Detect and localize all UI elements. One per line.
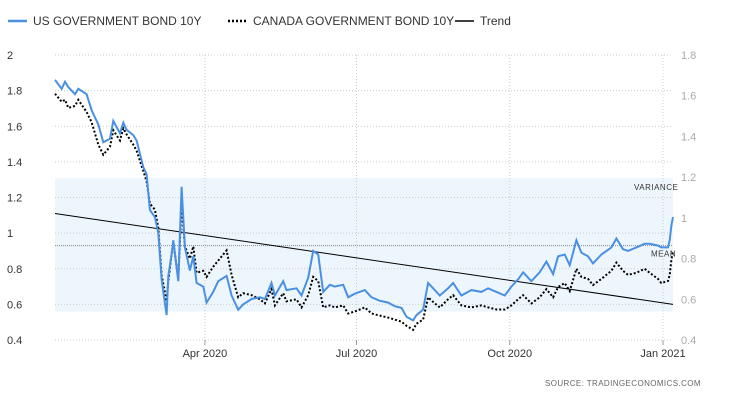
y-tick-label-right: 0.6 xyxy=(681,294,696,306)
legend-us-label: US GOVERNMENT BOND 10Y xyxy=(33,14,201,28)
canada-bond-series-line xyxy=(54,93,674,332)
x-tick-label: Apr 2020 xyxy=(183,348,228,360)
legend-trend-label: Trend xyxy=(480,14,511,28)
y-tick-label-right: 1.4 xyxy=(681,131,696,143)
y-tick-label-left: 0.8 xyxy=(7,264,22,276)
x-axis: Apr 2020 Jul 2020 Oct 2020 Jan 2021 xyxy=(183,340,686,360)
y-tick-label-right: 0.4 xyxy=(681,335,696,347)
y-tick-label-right: 1.6 xyxy=(681,91,696,103)
y-axis-left: 0.4 0.6 0.8 1 1.2 1.4 1.6 1.8 2 xyxy=(7,50,22,347)
legend-canada-label: CANADA GOVERNMENT BOND 10Y xyxy=(253,14,454,28)
x-tick-label: Jul 2020 xyxy=(336,348,378,360)
y-tick-label-right: 1.2 xyxy=(681,172,696,184)
y-tick-label-left: 0.4 xyxy=(7,335,22,347)
legend: US GOVERNMENT BOND 10Y CANADA GOVERNMENT… xyxy=(8,14,511,28)
gridlines xyxy=(55,54,673,341)
x-tick-label: Jan 2021 xyxy=(640,348,685,360)
y-tick-label-left: 1.8 xyxy=(7,86,22,98)
y-tick-label-left: 2 xyxy=(7,50,13,62)
us-bond-series-line xyxy=(54,79,674,322)
variance-label: VARIANCE xyxy=(634,183,678,192)
y-tick-label-left: 0.6 xyxy=(7,299,22,311)
y-tick-label-left: 1.6 xyxy=(7,121,22,133)
y-tick-label-right: 0.8 xyxy=(681,254,696,266)
mean-label: MEAN xyxy=(651,250,676,259)
x-tick-label: Oct 2020 xyxy=(487,348,532,360)
source-label: SOURCE: TRADINGECONOMICS.COM xyxy=(545,379,701,388)
y-tick-label-right: 1 xyxy=(681,213,687,225)
y-axis-right: 0.4 0.6 0.8 1 1.2 1.4 1.6 1.8 xyxy=(681,50,696,347)
y-tick-label-right: 1.8 xyxy=(681,50,696,62)
y-tick-label-left: 1.2 xyxy=(7,193,22,205)
y-tick-label-left: 1.4 xyxy=(7,157,22,169)
y-tick-label-left: 1 xyxy=(7,228,13,240)
